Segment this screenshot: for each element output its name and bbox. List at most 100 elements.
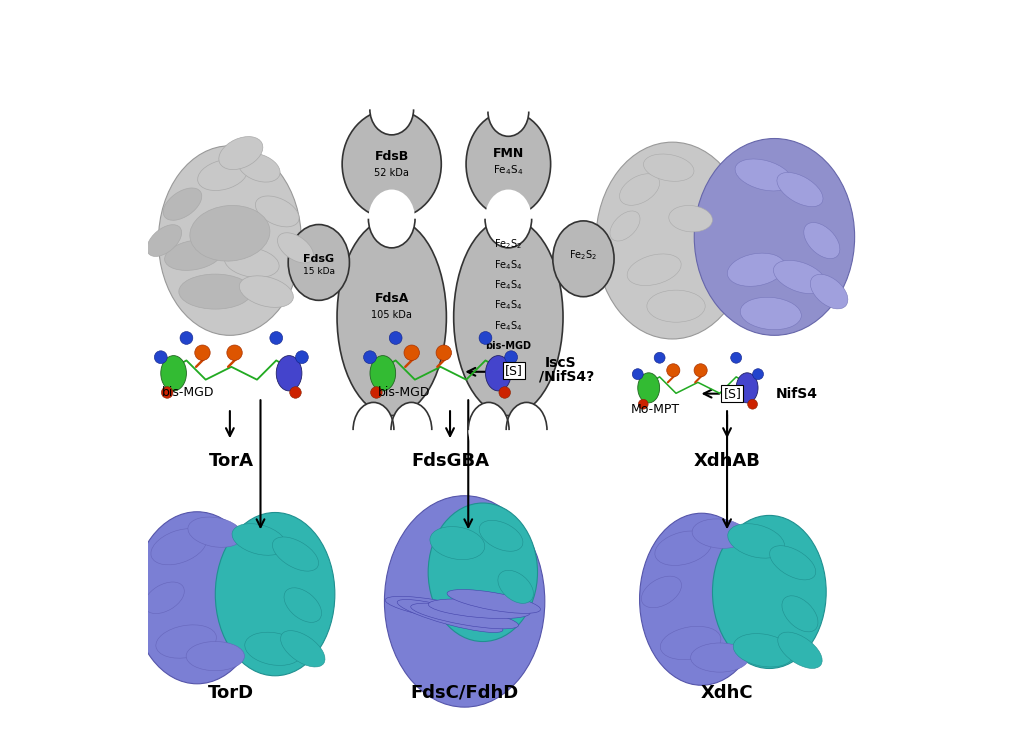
Circle shape	[155, 351, 167, 364]
Text: FdsC/FdhD: FdsC/FdhD	[411, 684, 519, 701]
Ellipse shape	[654, 531, 712, 566]
Text: XdhAB: XdhAB	[693, 452, 761, 469]
Ellipse shape	[284, 588, 322, 623]
Ellipse shape	[163, 188, 202, 220]
Circle shape	[748, 399, 758, 409]
Ellipse shape	[804, 222, 840, 259]
Circle shape	[296, 351, 308, 364]
Circle shape	[753, 369, 764, 380]
Ellipse shape	[370, 84, 414, 135]
Ellipse shape	[488, 87, 528, 136]
Text: IscS: IscS	[545, 356, 577, 370]
Ellipse shape	[159, 146, 301, 335]
Ellipse shape	[506, 402, 547, 458]
Circle shape	[270, 332, 283, 344]
Ellipse shape	[337, 219, 446, 416]
Text: /NifS4?: /NifS4?	[539, 370, 594, 384]
Ellipse shape	[640, 513, 764, 685]
Ellipse shape	[428, 503, 538, 642]
Ellipse shape	[288, 225, 349, 300]
Circle shape	[638, 399, 648, 409]
Ellipse shape	[727, 253, 785, 286]
Ellipse shape	[660, 626, 721, 660]
Ellipse shape	[245, 632, 302, 666]
Circle shape	[389, 332, 402, 344]
Ellipse shape	[610, 211, 640, 241]
Text: FdsGBA: FdsGBA	[411, 452, 489, 469]
Ellipse shape	[430, 526, 484, 560]
Circle shape	[371, 386, 382, 398]
Circle shape	[667, 364, 680, 377]
Ellipse shape	[643, 154, 694, 182]
Ellipse shape	[144, 582, 184, 614]
Ellipse shape	[596, 142, 749, 339]
Ellipse shape	[810, 274, 848, 309]
Ellipse shape	[782, 596, 818, 632]
Text: FdsA: FdsA	[375, 292, 409, 305]
Text: TorA: TorA	[209, 452, 254, 469]
Ellipse shape	[281, 631, 325, 667]
Ellipse shape	[740, 297, 802, 330]
Ellipse shape	[713, 515, 826, 668]
Ellipse shape	[146, 225, 181, 257]
Text: Mo-MPT: Mo-MPT	[631, 403, 680, 416]
Ellipse shape	[647, 290, 706, 322]
Ellipse shape	[485, 356, 511, 391]
Ellipse shape	[215, 512, 335, 676]
Ellipse shape	[620, 174, 659, 206]
Ellipse shape	[391, 402, 432, 458]
Ellipse shape	[278, 233, 313, 263]
Ellipse shape	[627, 254, 681, 286]
Circle shape	[404, 345, 420, 360]
Text: 105 kDa: 105 kDa	[372, 310, 412, 320]
Text: bis-MGD: bis-MGD	[378, 386, 430, 399]
Circle shape	[694, 364, 708, 377]
Ellipse shape	[733, 634, 794, 667]
Ellipse shape	[385, 596, 485, 621]
Ellipse shape	[638, 373, 659, 403]
Circle shape	[479, 332, 492, 344]
Ellipse shape	[397, 599, 503, 633]
Ellipse shape	[342, 109, 441, 219]
Text: FdsB: FdsB	[375, 150, 409, 163]
Text: Fe$_4$S$_4$: Fe$_4$S$_4$	[494, 163, 523, 176]
Ellipse shape	[255, 196, 299, 227]
Ellipse shape	[232, 523, 286, 555]
Circle shape	[364, 351, 377, 364]
Ellipse shape	[553, 221, 614, 297]
Ellipse shape	[353, 402, 394, 458]
Ellipse shape	[641, 576, 682, 608]
Text: 15 kDa: 15 kDa	[303, 268, 335, 276]
Ellipse shape	[778, 632, 822, 668]
Text: 52 kDa: 52 kDa	[375, 168, 410, 178]
Ellipse shape	[690, 643, 749, 672]
Circle shape	[180, 332, 193, 344]
Ellipse shape	[485, 190, 531, 248]
Circle shape	[195, 345, 210, 360]
Text: XdhC: XdhC	[700, 684, 754, 701]
Ellipse shape	[189, 206, 270, 261]
Circle shape	[227, 345, 243, 360]
Ellipse shape	[161, 356, 186, 391]
Text: bis-MGD: bis-MGD	[485, 341, 531, 351]
Ellipse shape	[276, 356, 302, 391]
Ellipse shape	[384, 496, 545, 707]
Circle shape	[632, 369, 643, 380]
Ellipse shape	[773, 260, 826, 294]
Text: TorD: TorD	[208, 684, 254, 701]
Ellipse shape	[187, 517, 243, 547]
Ellipse shape	[369, 190, 415, 248]
Ellipse shape	[692, 519, 748, 548]
Text: FdsG: FdsG	[303, 254, 335, 264]
Ellipse shape	[224, 247, 280, 278]
Circle shape	[654, 352, 666, 363]
Ellipse shape	[411, 603, 518, 629]
Ellipse shape	[736, 373, 758, 403]
Ellipse shape	[370, 356, 395, 391]
Circle shape	[290, 386, 301, 398]
Circle shape	[436, 345, 452, 360]
Text: [S]: [S]	[505, 364, 522, 377]
Ellipse shape	[498, 570, 534, 604]
Ellipse shape	[735, 159, 792, 191]
Circle shape	[162, 386, 173, 398]
